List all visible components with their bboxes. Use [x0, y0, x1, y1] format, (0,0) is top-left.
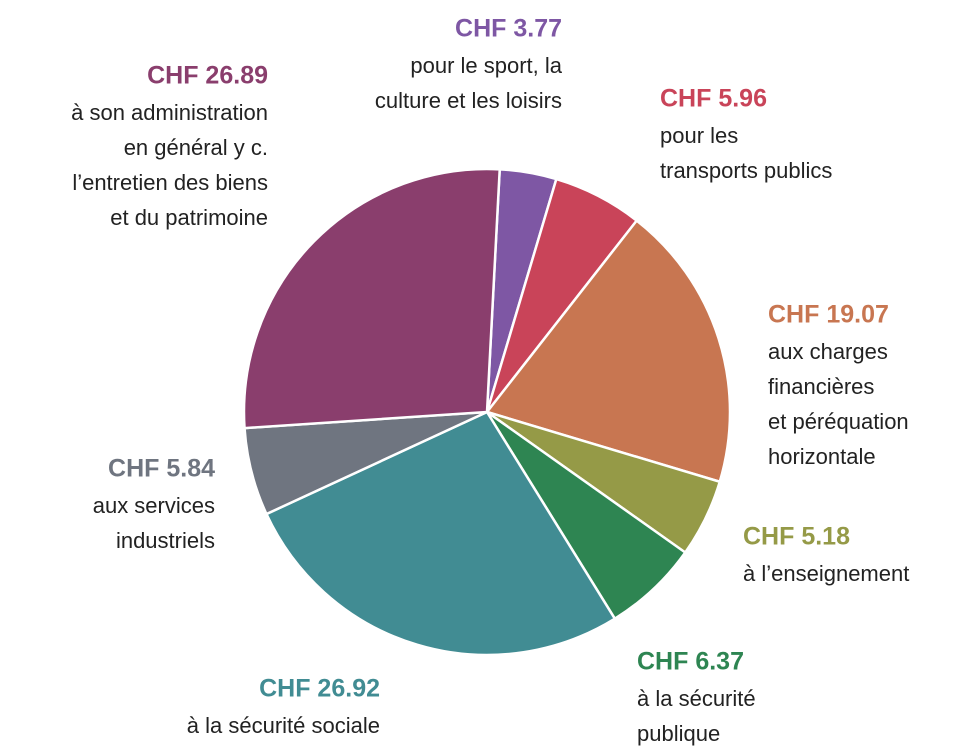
category-label: publique [637, 721, 720, 746]
category-label: horizontale [768, 444, 876, 469]
value-label: CHF 3.77 [455, 15, 562, 43]
category-label: et du patrimoine [110, 205, 268, 230]
category-label: l’entretien des biens [72, 170, 268, 195]
category-label: et péréquation [768, 409, 909, 434]
category-label: financières [768, 374, 874, 399]
pie-slice [242, 167, 502, 430]
category-label: à son administration [71, 100, 268, 125]
pie-slice [484, 218, 732, 484]
category-label: en général y c. [124, 135, 268, 160]
category-label: à l’enseignement [743, 561, 909, 586]
category-label: transports publics [660, 158, 832, 183]
category-label: à la sécurité [637, 686, 756, 711]
value-label: CHF 19.07 [768, 301, 889, 329]
value-label: CHF 5.18 [743, 523, 850, 551]
value-label: CHF 26.89 [147, 62, 268, 90]
value-label: CHF 5.96 [660, 85, 767, 113]
value-label: CHF 6.37 [637, 648, 744, 676]
category-label: aux services [93, 493, 215, 518]
category-label: aux charges [768, 339, 888, 364]
category-label: culture et les loisirs [375, 88, 562, 113]
category-label: industriels [116, 528, 215, 553]
category-label: pour le sport, la [410, 53, 562, 78]
category-label: pour les [660, 123, 738, 148]
pie-slice [264, 410, 617, 657]
category-label: à la sécurité sociale [187, 713, 380, 738]
value-label: CHF 5.84 [108, 455, 215, 483]
value-label: CHF 26.92 [259, 675, 380, 703]
